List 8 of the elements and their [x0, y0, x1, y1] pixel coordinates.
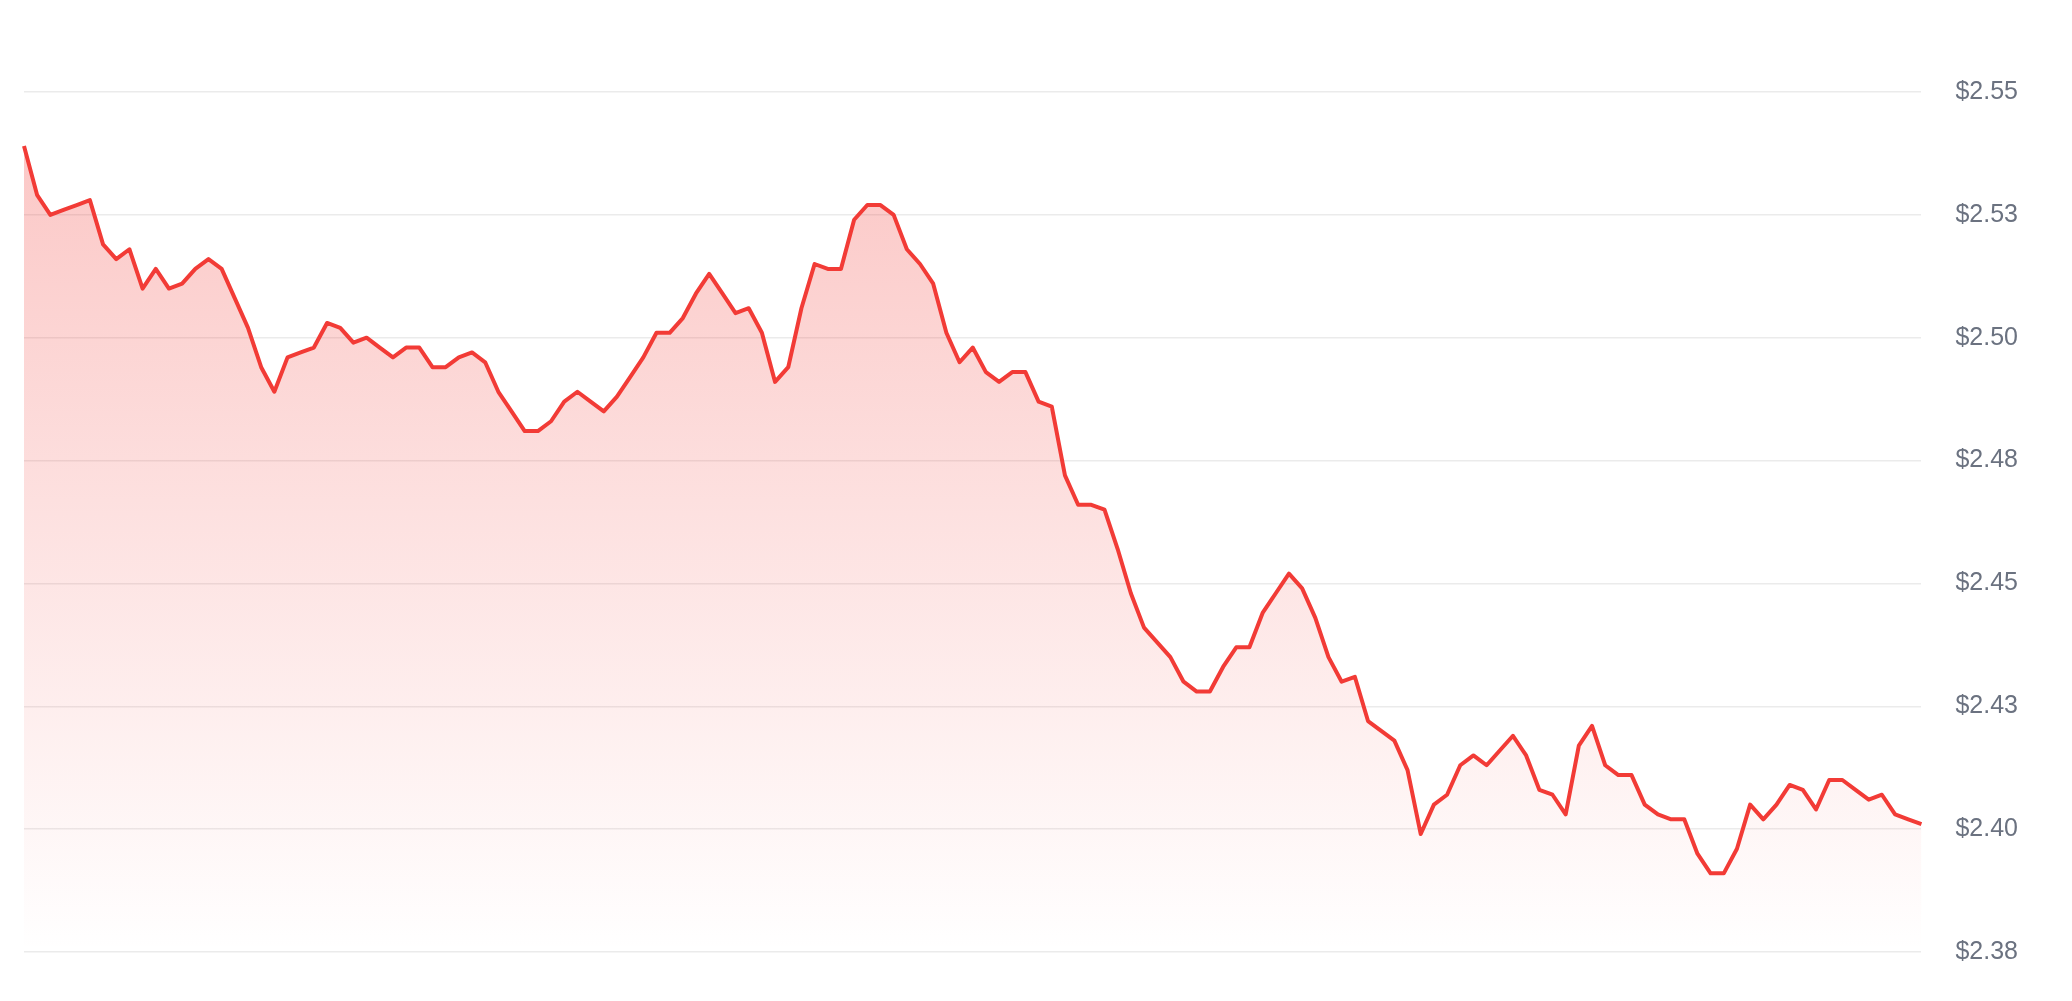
y-tick-label: $2.55	[1955, 75, 2018, 104]
y-tick-label: $2.48	[1955, 444, 2018, 473]
y-tick-label: $2.38	[1955, 935, 2018, 964]
y-tick-label: $2.43	[1955, 690, 2018, 719]
y-tick-label: $2.53	[1955, 198, 2018, 227]
y-tick-label: $2.45	[1955, 567, 2018, 596]
y-tick-label: $2.40	[1955, 813, 2018, 842]
y-tick-label: $2.50	[1955, 321, 2018, 350]
